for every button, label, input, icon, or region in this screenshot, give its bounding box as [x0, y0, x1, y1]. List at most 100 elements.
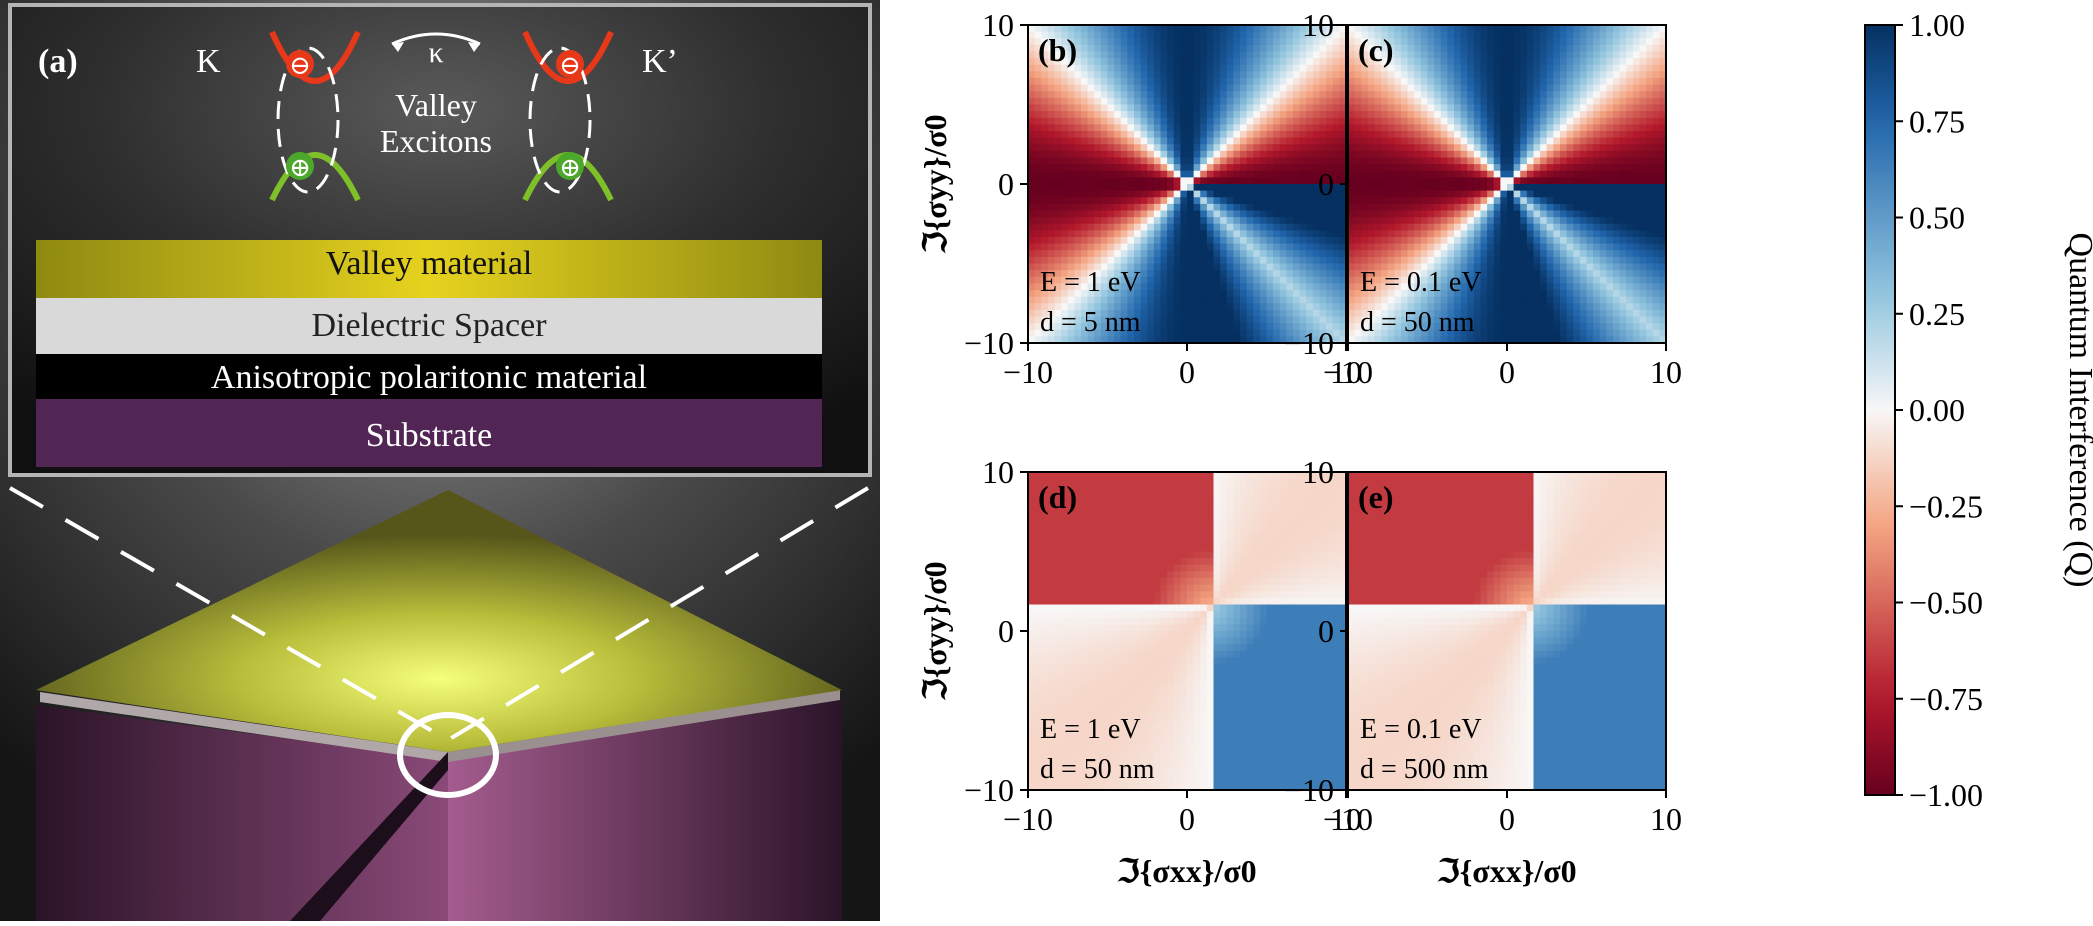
- heatmap-cell: [1600, 32, 1607, 39]
- heatmap-cell: [1640, 317, 1647, 324]
- heatmap-cell: [1326, 277, 1333, 284]
- heatmap-cell: [1055, 171, 1062, 178]
- heatmap-cell: [1035, 591, 1042, 598]
- heatmap-cell: [1408, 177, 1415, 184]
- heatmap-cell: [1313, 158, 1320, 165]
- heatmap-cell: [1260, 78, 1267, 85]
- heatmap-cell: [1028, 558, 1035, 565]
- heatmap-cell: [1388, 85, 1395, 92]
- heatmap-cell: [1048, 71, 1055, 78]
- heatmap-cell: [1306, 224, 1313, 231]
- heatmap-cell: [1401, 111, 1408, 118]
- heatmap-cell: [1227, 191, 1234, 198]
- heatmap-cell: [1428, 171, 1435, 178]
- heatmap-cell: [1348, 177, 1355, 184]
- heatmap-cell: [1540, 330, 1547, 337]
- heatmap-cell: [1320, 78, 1327, 85]
- heatmap-cell: [1394, 144, 1401, 151]
- heatmap-cell: [1540, 58, 1547, 65]
- heatmap-cell: [1061, 118, 1068, 125]
- heatmap-cell: [1481, 290, 1488, 297]
- heatmap-cell: [1520, 78, 1527, 85]
- heatmap-cell: [1220, 78, 1227, 85]
- heatmap-cell: [1368, 158, 1375, 165]
- heatmap-cell: [1214, 290, 1221, 297]
- heatmap-cell: [1520, 105, 1527, 112]
- heatmap-cell: [1447, 250, 1454, 257]
- heatmap-cell: [1333, 317, 1340, 324]
- heatmap-cell: [1114, 25, 1121, 32]
- heatmap-cell: [1167, 164, 1174, 171]
- heatmap-cell: [1520, 98, 1527, 105]
- heatmap-cell: [1273, 171, 1280, 178]
- heatmap-cell: [1273, 85, 1280, 92]
- heatmap-cell: [1214, 277, 1221, 284]
- heatmap-cell: [1547, 98, 1554, 105]
- heatmap-cell: [1326, 118, 1333, 125]
- heatmap-cell: [1613, 45, 1620, 52]
- heatmap-cell: [1227, 98, 1234, 105]
- heatmap-cell: [1035, 211, 1042, 218]
- heatmap-cell: [1520, 204, 1527, 211]
- heatmap-cell: [1441, 250, 1448, 257]
- heatmap-cell: [1487, 144, 1494, 151]
- heatmap-cell: [1613, 124, 1620, 131]
- heatmap-cell: [1286, 65, 1293, 72]
- heatmap-cell: [1267, 277, 1274, 284]
- heatmap-cell: [1041, 591, 1048, 598]
- heatmap-cell: [1540, 177, 1547, 184]
- heatmap-cell: [1626, 131, 1633, 138]
- heatmap-cell: [1606, 65, 1613, 72]
- heatmap-cell: [1180, 118, 1187, 125]
- heatmap-cell: [1553, 111, 1560, 118]
- heatmap-cell: [1233, 323, 1240, 330]
- heatmap-cell: [1260, 85, 1267, 92]
- heatmap-cell: [1461, 230, 1468, 237]
- heatmap-cell: [1028, 764, 1035, 771]
- heatmap-cell: [1300, 257, 1307, 264]
- heatmap-cell: [1553, 58, 1560, 65]
- heatmap-cell: [1220, 71, 1227, 78]
- heatmap-cell: [1633, 204, 1640, 211]
- heatmap-cell: [1253, 244, 1260, 251]
- heatmap-cell: [1600, 38, 1607, 45]
- heatmap-cell: [1401, 78, 1408, 85]
- heatmap-cell: [1441, 138, 1448, 145]
- heatmap-cell: [1626, 111, 1633, 118]
- heatmap-cell: [1606, 177, 1613, 184]
- electron-symbol-left: ⊖: [289, 51, 311, 80]
- heatmap-cell: [1121, 25, 1128, 32]
- heatmap-cell: [1454, 204, 1461, 211]
- heatmap-cell: [1068, 618, 1075, 625]
- heatmap-cell: [1220, 270, 1227, 277]
- heatmap-cell: [1626, 290, 1633, 297]
- heatmap-cell: [1074, 224, 1081, 231]
- heatmap-cell: [1474, 197, 1481, 204]
- heatmap-cell: [1520, 310, 1527, 317]
- heatmap-cell: [1494, 197, 1501, 204]
- heatmap-cell: [1487, 224, 1494, 231]
- heatmap-cell: [1421, 144, 1428, 151]
- heatmap-cell: [1600, 78, 1607, 85]
- heatmap-cell: [1180, 277, 1187, 284]
- heatmap-cell: [1167, 250, 1174, 257]
- heatmap-cell: [1200, 78, 1207, 85]
- heatmap-cell: [1553, 184, 1560, 191]
- heatmap-cell: [1527, 111, 1534, 118]
- heatmap-cell: [1101, 230, 1108, 237]
- heatmap-cell: [1121, 197, 1128, 204]
- heatmap-cell: [1361, 230, 1368, 237]
- heatmap-cell: [1394, 177, 1401, 184]
- heatmap-cell: [1320, 277, 1327, 284]
- heatmap-cell: [1573, 277, 1580, 284]
- heatmap-cell: [1174, 330, 1181, 337]
- heatmap-cell: [1300, 171, 1307, 178]
- heatmap-cell: [1240, 197, 1247, 204]
- heatmap-cell: [1121, 71, 1128, 78]
- heatmap-cell: [1141, 171, 1148, 178]
- heatmap-cell: [1313, 250, 1320, 257]
- heatmap-cell: [1147, 65, 1154, 72]
- heatmap-cell: [1134, 197, 1141, 204]
- heatmap-cell: [1273, 25, 1280, 32]
